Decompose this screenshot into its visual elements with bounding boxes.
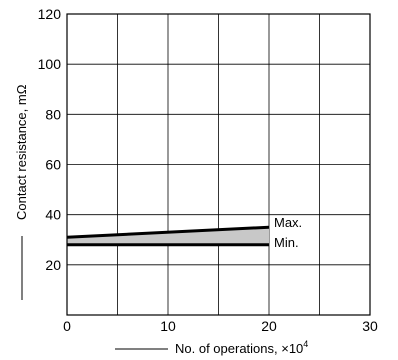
- series-label-min: Min.: [274, 235, 299, 250]
- y-tick-label: 120: [38, 6, 62, 22]
- x-tick-label: 30: [362, 318, 378, 334]
- plot-frame: [66, 13, 371, 316]
- y-tick-label: 60: [45, 157, 61, 173]
- y-tick-label: 80: [45, 106, 61, 122]
- x-tick-label: 0: [63, 318, 71, 334]
- x-axis-label-text: No. of operations, ×10: [175, 341, 303, 356]
- series-label-max: Max.: [274, 215, 302, 230]
- x-axis-label-group: No. of operations, ×104: [115, 339, 308, 356]
- y-tick-label: 20: [45, 257, 61, 273]
- y-tick-label: 40: [45, 207, 61, 223]
- y-tick-label: 100: [38, 56, 62, 72]
- series-line-max: [66, 225, 270, 239]
- x-axis-label: No. of operations, ×104: [175, 339, 308, 356]
- range-band: [67, 227, 269, 245]
- max-min-band: [67, 227, 269, 245]
- y-axis-label: Contact resistance, mΩ: [14, 84, 29, 220]
- grid: [67, 14, 370, 315]
- x-tick-label: 20: [261, 318, 277, 334]
- tick-labels: 0 10 20 30 20 40 60 80 100 120: [38, 6, 378, 334]
- series-labels: Max. Min.: [274, 215, 302, 250]
- x-tick-label: 10: [160, 318, 176, 334]
- series-lines: [66, 225, 270, 247]
- y-axis-label-group: Contact resistance, mΩ: [14, 84, 29, 300]
- x-axis-label-exponent: 4: [303, 339, 308, 349]
